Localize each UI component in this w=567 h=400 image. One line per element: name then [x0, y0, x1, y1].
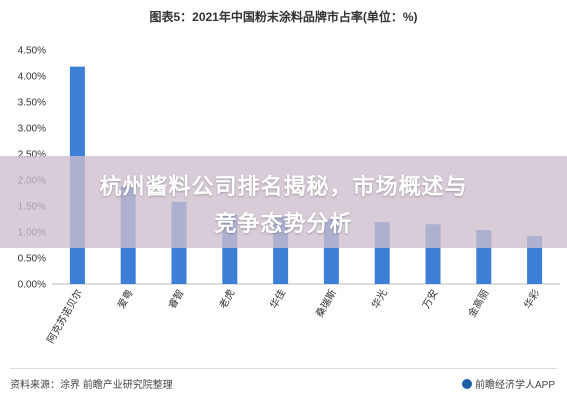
x-category-label: 华佳 — [267, 287, 288, 311]
y-tick-label: 0.50% — [18, 254, 46, 265]
x-category-label: 万安 — [419, 287, 440, 311]
x-category-label: 阿克苏诺贝尔 — [44, 287, 85, 345]
chart-title: 图表5：2021年中国粉末涂料品牌市占率(单位：%) — [149, 10, 418, 24]
x-category-label: 老虎 — [216, 287, 237, 311]
brand-logo-icon — [461, 379, 472, 389]
y-tick-label: 2.50% — [18, 150, 46, 161]
x-category-label: 金高丽 — [465, 287, 491, 319]
x-category-label: 华彩 — [521, 287, 542, 311]
y-tick-label: 4.50% — [18, 46, 46, 57]
y-tick-label: 0.00% — [18, 280, 46, 291]
banner-title-line-1: 杭州酱料公司排名揭秘，市场概述与 — [99, 174, 468, 199]
banner-title-line-2: 竞争态势分析 — [214, 211, 353, 236]
x-category-label: 华光 — [369, 287, 390, 311]
x-category-label: 爱粤 — [115, 287, 136, 311]
x-category-label: 睿智 — [165, 287, 186, 311]
x-category-label: 桑瑞斯 — [313, 287, 339, 319]
y-tick-label: 3.50% — [18, 98, 46, 109]
y-tick-label: 4.00% — [18, 72, 46, 83]
footer-divider — [10, 368, 557, 369]
brand-name: 前瞻经济学人APP — [474, 380, 555, 391]
bar — [527, 236, 543, 284]
article-title-banner: 杭州酱料公司排名揭秘，市场概述与 竞争态势分析 — [0, 156, 567, 248]
brand-credit: 前瞻经济学人APP — [461, 376, 555, 391]
source-note: 资料来源：涂界 前瞻产业研究院整理 — [10, 380, 173, 391]
y-tick-label: 3.00% — [18, 124, 46, 135]
